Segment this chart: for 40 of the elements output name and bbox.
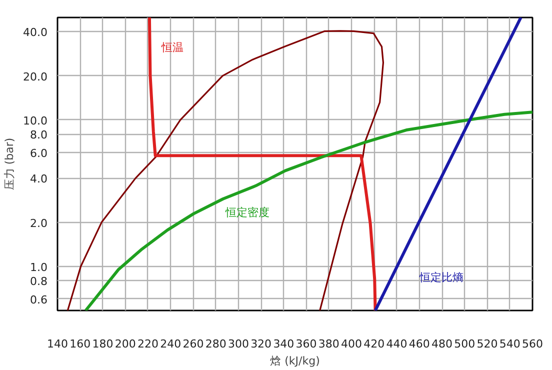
x-tick-label: 240	[160, 338, 182, 350]
x-tick-label: 460	[408, 338, 430, 350]
x-tick-label: 260	[182, 338, 204, 350]
x-tick-label: 320	[250, 338, 272, 350]
x-tick-label: 360	[296, 338, 317, 350]
y-tick-label: 0.6	[30, 293, 48, 306]
text: 恒定比熵	[418, 271, 464, 284]
y-tick-label: 4.0	[30, 172, 48, 186]
x-tick-label: 280	[205, 338, 226, 350]
x-tick-label: 480	[432, 338, 453, 350]
x-tick-label: 180	[92, 338, 114, 350]
line-series	[148, 18, 377, 310]
x-axis-title: 焓 (kJ/kg)	[270, 354, 320, 368]
line-series	[84, 110, 532, 310]
y-tick-label: 6.0	[30, 146, 48, 160]
series-label: 恒温	[160, 41, 184, 54]
x-tick-label: 340	[273, 338, 294, 350]
x-tick-label: 440	[386, 338, 408, 350]
x-tick-label: 560	[522, 338, 543, 350]
x-tick-label: 540	[499, 338, 520, 350]
y-axis-title: 压力 (bar)	[3, 138, 16, 190]
y-tick-label: 20.0	[23, 70, 48, 84]
x-tick-label: 400	[341, 338, 362, 350]
x-tick-label: 520	[476, 338, 498, 350]
x-tick-label: 300	[228, 338, 249, 350]
x-tick-label: 380	[318, 338, 340, 350]
x-tick-label: 200	[114, 338, 136, 350]
y-tick-label: 0.8	[30, 275, 48, 288]
y-tick-label: 8.0	[30, 128, 48, 142]
x-tick-label: 420	[364, 338, 385, 350]
line-series	[66, 30, 384, 310]
y-tick-label: 40.0	[23, 26, 48, 40]
y-tick-label: 1.0	[30, 260, 48, 274]
x-tick-label: 140	[47, 338, 68, 350]
y-tick-label: 2.0	[30, 216, 48, 230]
y-tick-label: 10.0	[23, 114, 48, 128]
x-tick-label: 500	[454, 338, 476, 350]
x-tick-label: 160	[70, 338, 91, 350]
series-label: 恒定密度	[224, 206, 270, 219]
x-tick-label: 220	[137, 338, 158, 350]
